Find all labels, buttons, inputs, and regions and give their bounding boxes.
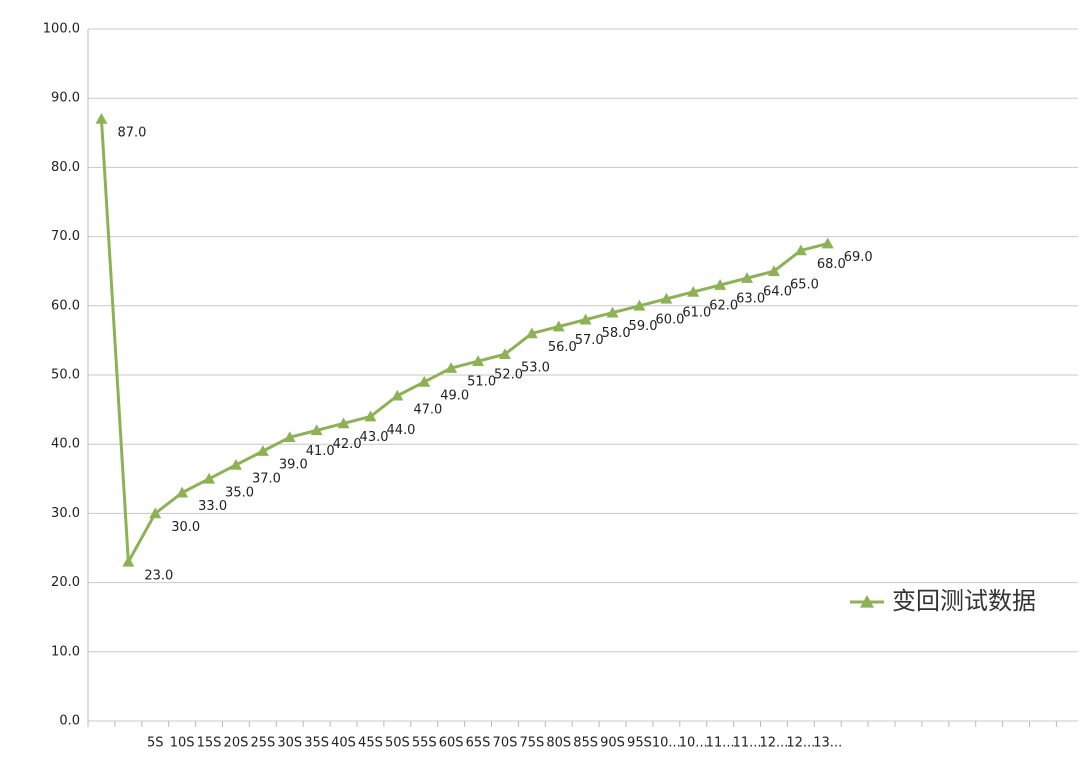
point-marker [364,410,377,422]
data-label: 65.0 [790,278,819,293]
y-tick-label: 0.0 [59,714,80,729]
data-label: 59.0 [629,319,658,334]
point-marker [283,431,296,443]
x-tick-label: 50S [385,736,410,751]
legend-label: 变回测试数据 [892,587,1036,615]
point-marker [472,355,485,366]
x-tick-label: 30S [277,736,302,751]
data-label: 87.0 [117,125,146,140]
point-marker [687,285,700,297]
y-tick-label: 100.0 [43,22,80,37]
data-label: 56.0 [548,340,577,355]
data-label: 58.0 [602,326,631,341]
y-tick-label: 80.0 [51,160,80,175]
x-tick-label: 10S [170,736,195,751]
x-tick-label: 75S [519,736,544,751]
data-label: 43.0 [360,430,389,445]
x-tick-label: 40S [331,736,356,751]
point-marker [391,389,404,401]
point-marker [445,362,458,373]
data-label: 39.0 [279,458,308,473]
x-tick-label: 10... [652,736,681,751]
y-tick-label: 10.0 [51,644,80,659]
point-marker [794,244,807,256]
point-marker [579,313,592,325]
y-tick-label: 90.0 [51,91,80,106]
data-label: 42.0 [333,437,362,452]
point-marker [660,292,673,304]
x-tick-label: 80S [546,736,571,751]
x-tick-label: 10... [679,736,708,751]
legend-marker [860,595,874,608]
series-line [99,118,829,564]
x-tick-label: 12... [759,736,788,751]
x-tick-label: 13... [813,736,842,751]
x-tick-label: 55S [412,736,437,751]
point-marker [498,348,511,360]
x-tick-label: 85S [573,736,598,751]
point-marker [149,507,162,519]
y-tick-label: 60.0 [51,298,80,313]
point-marker [741,272,754,283]
data-label: 51.0 [467,375,496,390]
data-label: 57.0 [575,333,604,348]
point-marker [714,279,727,290]
data-label: 41.0 [306,444,335,459]
point-marker [418,375,431,387]
data-label: 44.0 [386,423,415,438]
point-marker [633,299,646,311]
y-tick-label: 20.0 [51,575,80,590]
data-label: 68.0 [817,257,846,272]
data-label: 33.0 [198,499,227,514]
data-label: 61.0 [682,305,711,320]
x-tick-label: 70S [493,736,518,751]
point-marker [552,320,565,332]
data-label: 69.0 [844,250,873,265]
point-marker [606,306,619,318]
point-marker [337,417,350,429]
point-marker [525,327,538,339]
data-label: 62.0 [709,298,738,313]
x-tick-label: 11... [733,736,762,751]
data-label: 60.0 [655,312,684,327]
data-label: 23.0 [144,568,173,583]
x-tick-label: 45S [358,736,383,751]
data-label: 35.0 [225,485,254,500]
y-tick-label: 50.0 [51,368,80,383]
point-marker [176,486,189,498]
data-label: 64.0 [763,285,792,300]
point-marker [821,237,834,249]
data-label: 47.0 [413,402,442,417]
data-label: 52.0 [494,368,523,383]
y-tick-label: 30.0 [51,506,80,521]
data-label: 63.0 [736,292,765,307]
x-tick-label: 25S [250,736,275,751]
x-tick-label: 20S [224,736,249,751]
x-tick-label: 15S [197,736,222,751]
point-marker [95,112,108,124]
x-tick-label: 12... [786,736,815,751]
x-tick-label: 35S [304,736,329,751]
point-marker [256,445,269,456]
data-label: 30.0 [171,520,200,535]
x-tick-label: 90S [600,736,625,751]
point-marker [203,472,216,484]
x-tick-label: 5S [147,736,164,751]
y-tick-label: 70.0 [51,229,80,244]
point-marker [310,424,323,436]
x-tick-label: 95S [627,736,652,751]
x-tick-label: 11... [706,736,735,751]
point-marker [767,265,780,276]
data-label: 37.0 [252,471,281,486]
point-marker [229,458,242,470]
y-tick-label: 40.0 [51,437,80,452]
x-tick-label: 60S [439,736,464,751]
data-label: 53.0 [521,361,550,376]
point-marker [122,555,135,567]
data-label: 49.0 [440,388,469,403]
x-tick-label: 65S [466,736,491,751]
